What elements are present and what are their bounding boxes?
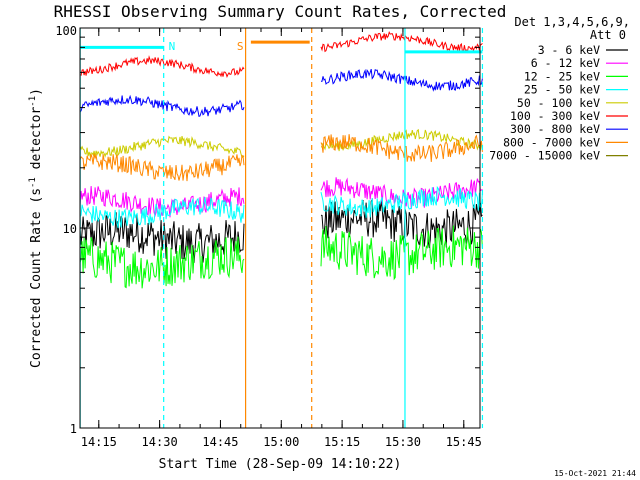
series-line-6-12-segment-1	[79, 186, 245, 218]
series-line-100-300-segment-2	[320, 30, 483, 54]
series-line-12-25-segment-2	[320, 225, 483, 281]
x-tick-label-15:45: 15:45	[446, 435, 482, 449]
legend-label-4: 25 - 50 keV	[524, 83, 600, 97]
y-tick-label-100: 100	[55, 24, 77, 38]
legend-label-2: 6 - 12 keV	[531, 56, 600, 70]
annotation-label-N: N	[169, 40, 176, 53]
legend-label-7: 300 - 800 keV	[510, 122, 600, 136]
legend-label-9: 7000 - 15000 keV	[489, 149, 600, 163]
y-axis-label-exp1: -1	[28, 177, 38, 188]
series-line-100-300-segment-1	[79, 55, 245, 78]
x-tick-label-14:15: 14:15	[81, 435, 117, 449]
annotation-label-S: S	[237, 40, 244, 53]
x-tick-label-15:00: 15:00	[263, 435, 299, 449]
y-axis-label-mid: detector	[29, 107, 44, 178]
series-line-800-7000-segment-2	[320, 134, 483, 162]
series-line-3-6-segment-1	[79, 212, 245, 263]
x-tick-label-14:30: 14:30	[142, 435, 178, 449]
x-tick-label-14:45: 14:45	[202, 435, 238, 449]
y-axis-label-exp2: -1	[28, 96, 38, 107]
series-line-12-25-segment-1	[79, 236, 245, 289]
series-line-50-100-segment-1	[79, 135, 245, 158]
y-axis-label-main: Corrected Count Rate (s	[29, 188, 44, 368]
series-line-300-800-segment-1	[79, 94, 245, 117]
x-tick-label-15:15: 15:15	[324, 435, 360, 449]
series-line-50-100-segment-2	[320, 128, 483, 152]
generation-timestamp: 15-Oct-2021 21:44	[554, 469, 636, 478]
series-line-3-6-segment-2	[320, 198, 483, 248]
x-tick-label-15:30: 15:30	[385, 435, 421, 449]
legend-label-3: 12 - 25 keV	[524, 69, 600, 83]
legend-label-5: 50 - 100 keV	[517, 96, 600, 110]
legend-header-line2: Att 0	[590, 28, 626, 42]
series-line-800-7000-segment-1	[79, 153, 245, 182]
legend-label-6: 100 - 300 keV	[510, 109, 600, 123]
series-layer	[79, 30, 483, 289]
x-axis-label: Start Time (28-Sep-09 14:10:22)	[159, 457, 402, 472]
series-line-25-50-segment-2	[320, 185, 483, 218]
series-line-25-50-segment-1	[79, 197, 245, 229]
y-axis-label: Corrected Count Rate (s-1 detector-1)	[28, 88, 44, 368]
axis-layer: 1 10 100 14:15 14:30 14:45 15:00 15:15 15:30 15:4…	[55, 24, 482, 449]
chart-title: RHESSI Observing Summary Count Rates, Co…	[54, 2, 507, 21]
legend-header-line1: Det 1,3,4,5,6,9,	[514, 15, 630, 29]
y-tick-label-10: 10	[63, 222, 77, 236]
legend-label-1: 3 - 6 keV	[538, 43, 600, 57]
series-line-300-800-segment-2	[320, 68, 483, 92]
y-axis-label-end: )	[29, 88, 44, 96]
legend-label-8: 800 - 7000 keV	[503, 135, 600, 149]
y-tick-label-1: 1	[70, 422, 77, 436]
